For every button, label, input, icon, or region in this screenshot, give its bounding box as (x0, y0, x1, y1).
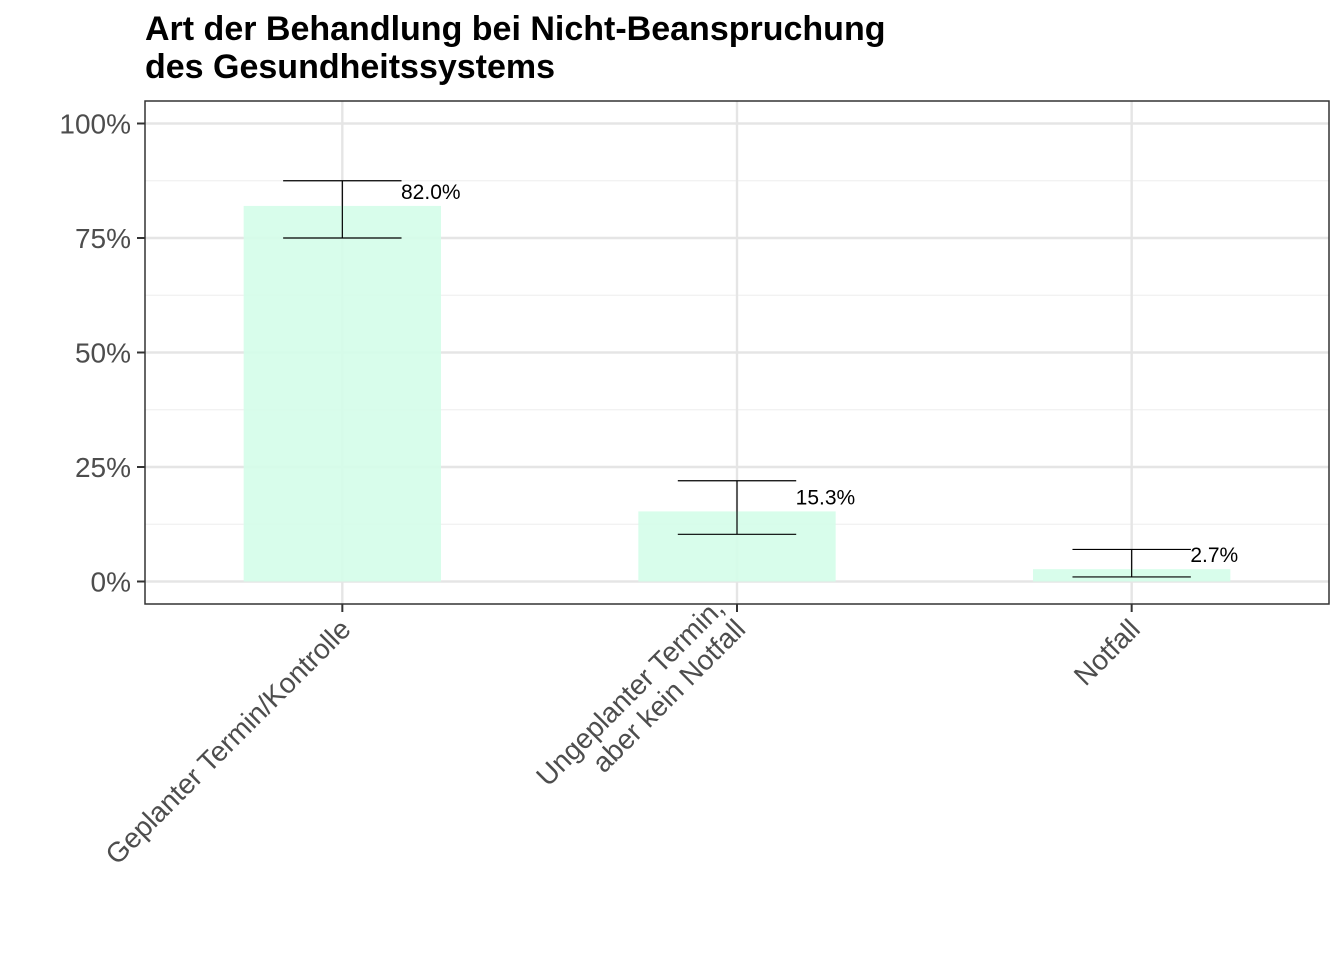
error-bar (677, 480, 797, 535)
x-axis-tick-label-line: Notfall (1068, 613, 1146, 691)
y-axis-tick-label: 25% (75, 452, 131, 483)
bars (243, 205, 1231, 582)
bar (243, 205, 441, 582)
error-bar (1072, 548, 1191, 578)
data-label: 2.7% (1190, 544, 1238, 567)
y-axis-tick-label: 100% (59, 109, 131, 140)
error-bar (283, 180, 402, 239)
data-labels: 82.0% 15.3% 2.7% (401, 181, 1238, 567)
axes: 0% 25% 50% 75% 100% Geplanter Termin/Kontroll… (59, 109, 1146, 871)
chart-title-line-1: Art der Behandlung bei Nicht-Beanspruchu… (145, 10, 885, 48)
y-axis-tick-label: 75% (75, 223, 131, 254)
y-axis-tick-label: 50% (75, 338, 131, 369)
error-bars (283, 180, 1191, 578)
x-axis-tick-label-line: Ungeplanter Termin, (530, 592, 730, 792)
chart-title-line-2: des Gesundheitssystems (145, 48, 555, 86)
data-label: 82.0% (401, 181, 461, 204)
x-axis-tick-label: Notfall (1068, 613, 1146, 691)
x-axis-tick-label: Ungeplanter Termin,aber kein Notfall (530, 592, 751, 813)
x-axis-tick-label-line: Geplanter Termin/Kontrolle (100, 613, 357, 870)
y-axis-tick-label: 0% (91, 567, 131, 598)
data-label: 15.3% (796, 486, 856, 509)
x-axis-tick-label: Geplanter Termin/Kontrolle (100, 613, 357, 870)
